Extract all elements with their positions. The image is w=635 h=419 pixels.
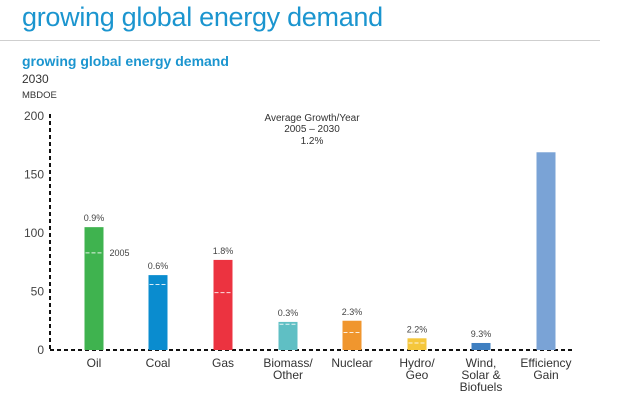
y-tick-label: 150 <box>24 168 44 182</box>
category-label: Oil <box>87 356 102 370</box>
category-label: Coal <box>146 356 171 370</box>
y-tick-label: 100 <box>24 226 44 240</box>
category-label: Gas <box>212 356 234 370</box>
axes <box>49 114 572 351</box>
y-axis-unit: MBDOE <box>22 90 57 101</box>
category-label: Efficiency <box>520 356 571 370</box>
bar <box>471 342 491 350</box>
category-label: Biomass/ <box>263 356 313 370</box>
y-tick-label: 50 <box>31 285 45 299</box>
category-label: Geo <box>406 368 429 382</box>
growth-label: 2.2% <box>407 324 428 334</box>
growth-label: 9.3% <box>471 329 492 339</box>
category-label: Biofuels <box>460 380 503 394</box>
bar <box>536 152 556 350</box>
avg-growth-period: 2005 – 2030 <box>284 124 340 135</box>
bar <box>342 320 362 350</box>
divider <box>0 40 600 41</box>
chart-subtitle: 2030 <box>22 72 49 86</box>
category-label: Gain <box>533 368 558 382</box>
y-tick-label: 200 <box>24 109 44 123</box>
y-tick-label: 0 <box>37 343 44 357</box>
bar <box>213 259 233 350</box>
bar <box>278 321 298 350</box>
page-title: growing global energy demand <box>22 2 383 32</box>
growth-label: 2.3% <box>342 307 363 317</box>
category-label: Nuclear <box>331 356 372 370</box>
category-label: Hydro/ <box>399 356 435 370</box>
chart-title: growing global energy demand <box>22 53 229 69</box>
growth-label: 1.8% <box>213 246 234 256</box>
marker-2005-label: 2005 <box>110 248 130 258</box>
category-label: Other <box>273 368 303 382</box>
growth-label: 0.9% <box>84 213 105 223</box>
bar <box>407 338 427 350</box>
avg-growth-title: Average Growth/Year <box>264 113 360 124</box>
bars <box>84 152 556 350</box>
bar <box>84 227 104 350</box>
labels: 0 50 100 150 200 0.9% Oil 0.6% Coal 1.8% Gas 0.3% Bi… <box>24 109 572 394</box>
growth-label: 0.6% <box>148 261 169 271</box>
bar <box>148 275 168 350</box>
category-label: Solar & <box>461 368 500 382</box>
category-label: Wind, <box>466 356 497 370</box>
growth-label: 0.3% <box>278 308 299 318</box>
avg-growth-value: 1.2% <box>301 136 324 147</box>
